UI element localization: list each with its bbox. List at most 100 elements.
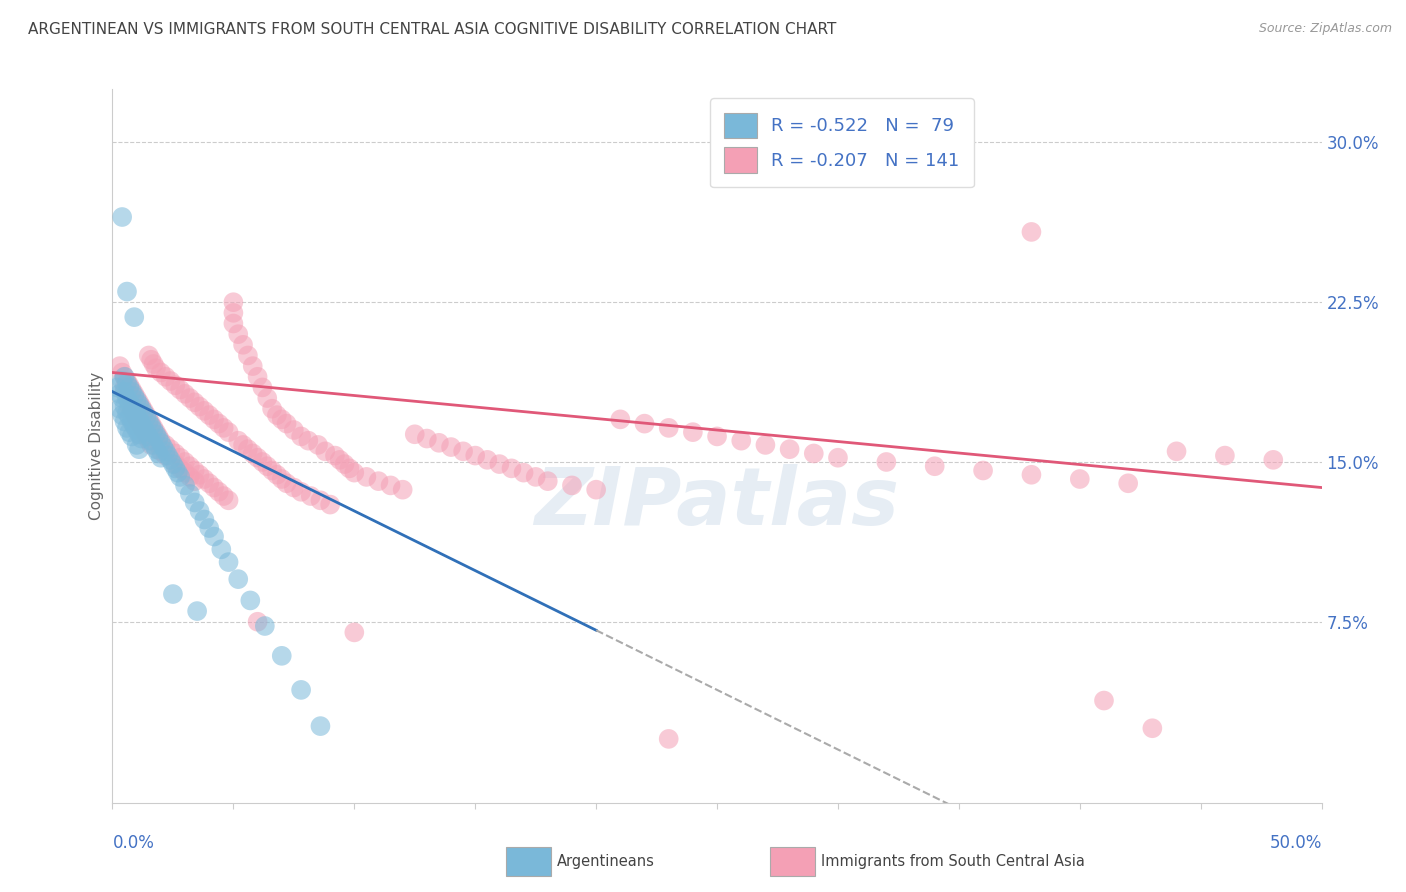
Point bbox=[118, 378, 141, 392]
Point bbox=[290, 484, 312, 499]
Point bbox=[114, 400, 136, 414]
Point bbox=[135, 429, 157, 443]
Point bbox=[309, 493, 332, 508]
Point bbox=[212, 489, 235, 503]
Point bbox=[122, 408, 145, 422]
Point bbox=[141, 434, 163, 448]
Point bbox=[1069, 472, 1091, 486]
Point bbox=[121, 415, 143, 429]
Point bbox=[202, 481, 225, 495]
Point bbox=[111, 366, 134, 380]
Point bbox=[131, 417, 153, 431]
Point bbox=[121, 384, 143, 399]
Point bbox=[132, 415, 155, 429]
Point bbox=[309, 719, 332, 733]
Point bbox=[111, 374, 134, 388]
Point bbox=[924, 459, 946, 474]
Point bbox=[115, 285, 138, 299]
Point bbox=[283, 423, 305, 437]
Point bbox=[198, 521, 221, 535]
Point bbox=[118, 395, 141, 409]
Point bbox=[232, 338, 254, 352]
Point bbox=[121, 400, 143, 414]
Point bbox=[111, 391, 134, 405]
Point bbox=[179, 470, 201, 484]
Point bbox=[343, 466, 366, 480]
Point bbox=[270, 648, 292, 663]
Point bbox=[128, 417, 150, 431]
Point bbox=[174, 455, 197, 469]
Point bbox=[256, 459, 278, 474]
Point bbox=[128, 427, 150, 442]
Point bbox=[212, 421, 235, 435]
Point bbox=[1116, 476, 1139, 491]
Point bbox=[404, 427, 426, 442]
Point bbox=[246, 450, 269, 465]
Point bbox=[297, 434, 319, 448]
Point bbox=[252, 455, 274, 469]
Point bbox=[125, 423, 148, 437]
Point bbox=[141, 352, 163, 367]
Point bbox=[1142, 721, 1164, 735]
Point bbox=[135, 418, 157, 433]
Point bbox=[283, 481, 305, 495]
Point bbox=[416, 432, 439, 446]
Point bbox=[118, 410, 141, 425]
Point bbox=[148, 446, 170, 460]
Point bbox=[165, 446, 187, 460]
Point bbox=[276, 417, 298, 431]
Point bbox=[114, 384, 136, 399]
Point bbox=[333, 457, 356, 471]
Point bbox=[145, 442, 167, 457]
Point bbox=[162, 457, 184, 471]
Point bbox=[706, 429, 728, 443]
Point bbox=[131, 410, 153, 425]
Point bbox=[193, 404, 215, 418]
Point bbox=[115, 391, 138, 405]
Point bbox=[209, 542, 232, 557]
Point bbox=[111, 210, 134, 224]
Point bbox=[754, 438, 776, 452]
Point bbox=[658, 731, 681, 746]
Point bbox=[125, 412, 148, 426]
Point bbox=[142, 423, 165, 437]
Point bbox=[125, 393, 148, 408]
Point bbox=[183, 495, 205, 509]
Point bbox=[246, 369, 269, 384]
Point bbox=[145, 427, 167, 442]
Point bbox=[145, 425, 167, 439]
Text: ARGENTINEAN VS IMMIGRANTS FROM SOUTH CENTRAL ASIA COGNITIVE DISABILITY CORRELATI: ARGENTINEAN VS IMMIGRANTS FROM SOUTH CEN… bbox=[28, 22, 837, 37]
Point bbox=[1213, 449, 1236, 463]
Point bbox=[169, 470, 191, 484]
Point bbox=[125, 391, 148, 405]
Point bbox=[131, 401, 153, 416]
Point bbox=[226, 434, 249, 448]
Point bbox=[128, 406, 150, 420]
Point bbox=[323, 449, 346, 463]
Point bbox=[256, 391, 278, 405]
Point bbox=[1263, 453, 1285, 467]
Point bbox=[239, 593, 262, 607]
Point bbox=[141, 438, 163, 452]
Point bbox=[266, 467, 288, 482]
Point bbox=[232, 438, 254, 452]
Legend: R = -0.522   N =  79, R = -0.207   N = 141: R = -0.522 N = 79, R = -0.207 N = 141 bbox=[710, 98, 974, 187]
Point bbox=[242, 446, 264, 460]
Point bbox=[162, 587, 184, 601]
Point bbox=[440, 440, 463, 454]
Point bbox=[114, 415, 136, 429]
Point bbox=[118, 400, 141, 414]
Point bbox=[174, 478, 197, 492]
Point bbox=[121, 429, 143, 443]
Point bbox=[202, 412, 225, 426]
Point bbox=[198, 408, 221, 422]
Point bbox=[242, 359, 264, 373]
Text: Immigrants from South Central Asia: Immigrants from South Central Asia bbox=[821, 855, 1085, 869]
Point bbox=[115, 374, 138, 388]
Point bbox=[141, 427, 163, 442]
Point bbox=[236, 442, 259, 457]
Text: 0.0%: 0.0% bbox=[112, 834, 155, 852]
Point bbox=[122, 418, 145, 433]
Point bbox=[108, 359, 131, 373]
Point bbox=[149, 450, 172, 465]
